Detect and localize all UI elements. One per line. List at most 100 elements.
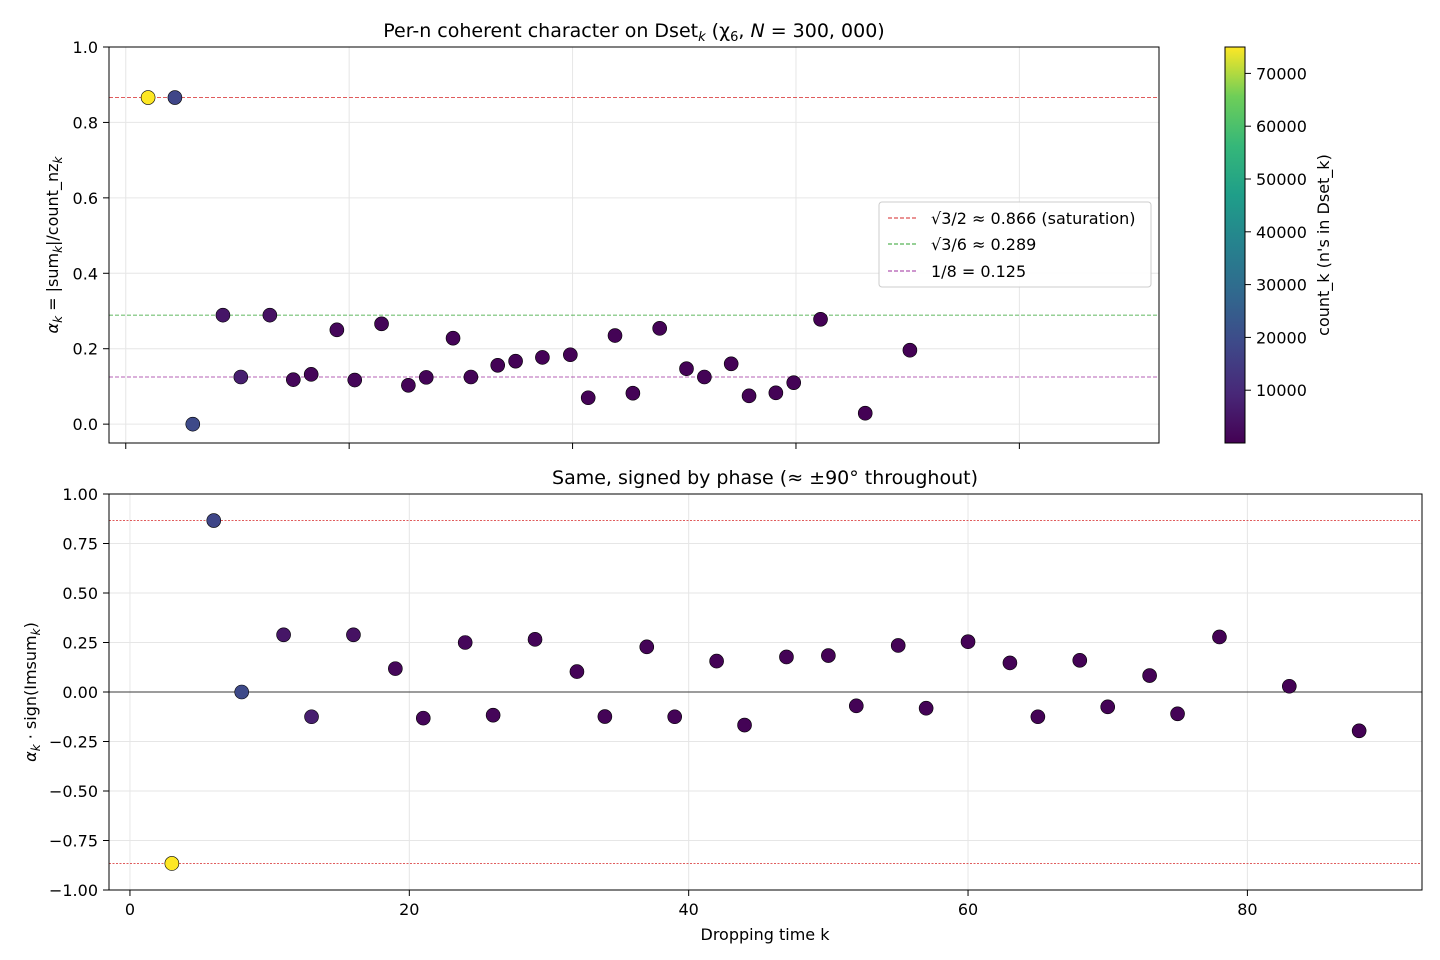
chart-bottom-data-point (569, 664, 585, 679)
chart-bottom-y-ticks: −1.00 −0.75 −0.50 −0.25 0.00 0.25 0.50 0.75 1.00 (49, 485, 109, 900)
colorbar-tick-label: 30000 (1256, 276, 1307, 295)
chart-bottom: Same, signed by phase (≈ ±90° throughout… (21, 467, 1423, 944)
chart-bottom-data-point (485, 707, 501, 723)
chart-bottom-data-point (848, 698, 864, 714)
colorbar-tick-label: 50000 (1256, 170, 1307, 189)
chart-top-y-tick-label: 0.2 (73, 340, 98, 359)
chart-top-data-point (723, 356, 739, 372)
chart-top-data-point (741, 388, 757, 404)
chart-top-data-point (902, 342, 918, 358)
colorbar-tick-label: 20000 (1256, 328, 1307, 347)
chart-top-title: Per-n coherent character on Dsetk (χ6, N… (383, 20, 884, 45)
chart-bottom-y-tick-label: 0.75 (62, 535, 98, 554)
chart-bottom-data-point (639, 639, 655, 655)
chart-top-data-point (418, 370, 434, 385)
chart-bottom-title: Same, signed by phase (≈ ±90° throughout… (552, 467, 978, 489)
chart-top-reference-lines (109, 97, 1159, 378)
chart-bottom-data-point (779, 649, 794, 665)
chart-bottom-x-tick-label: 40 (678, 900, 698, 919)
chart-top-y-ticks: 0.0 0.2 0.4 0.6 0.8 1.0 (73, 38, 109, 434)
chart-bottom-data-point (164, 856, 180, 871)
chart-top-data-point (233, 369, 249, 385)
chart-top-data-point (303, 367, 319, 382)
chart-bottom-data-point (1030, 709, 1046, 725)
chart-bottom-y-tick-label: 1.00 (62, 485, 98, 504)
chart-bottom-y-tick-label: −0.25 (49, 733, 98, 752)
chart-bottom-data-point (1072, 653, 1088, 668)
chart-bottom-data-point (527, 632, 543, 647)
chart-bottom-data-point (206, 513, 222, 528)
chart-top-data-point (374, 316, 389, 332)
chart-top: Per-n coherent character on Dsetk (χ6, N… (43, 20, 1160, 449)
chart-top-data-point (463, 369, 479, 385)
chart-bottom-y-tick-label: 0.25 (62, 634, 98, 653)
chart-top-x-ticks (125, 443, 1020, 449)
chart-top-data-point (490, 358, 506, 373)
chart-top-points (140, 90, 918, 432)
chart-bottom-data-point (1142, 668, 1157, 683)
chart-bottom-data-point (1282, 678, 1297, 694)
chart-bottom-data-point (890, 638, 906, 653)
chart-bottom-x-tick-label: 0 (125, 900, 135, 919)
chart-top-data-point (786, 375, 802, 390)
chart-top-data-point (768, 385, 784, 401)
chart-top-data-point (857, 405, 873, 421)
chart-bottom-data-point (1002, 655, 1018, 671)
chart-bottom-data-point (667, 709, 683, 725)
colorbar-tick-label: 10000 (1256, 381, 1307, 400)
colorbar-tick-label: 70000 (1256, 64, 1307, 83)
chart-bottom-x-ticks: 0 20 40 60 80 (125, 890, 1258, 919)
chart-bottom-data-point (918, 700, 934, 716)
chart-bottom-y-tick-label: −0.75 (49, 832, 98, 851)
chart-bottom-x-tick-label: 80 (1237, 900, 1257, 919)
chart-bottom-data-point (821, 648, 836, 663)
chart-bottom-data-point (1351, 723, 1367, 739)
chart-bottom-y-tick-label: 0.00 (62, 683, 98, 702)
chart-top-data-point (652, 321, 667, 336)
chart-top-data-point (167, 90, 183, 105)
chart-top-data-point (401, 377, 416, 393)
chart-bottom-data-point (709, 653, 724, 669)
legend-entry-sqrt3-6: √3/6 ≈ 0.289 (931, 235, 1036, 254)
chart-bottom-data-point (737, 717, 752, 733)
chart-bottom-data-point (457, 635, 473, 650)
chart-top-y-tick-label: 0.8 (73, 113, 98, 132)
chart-bottom-data-point (234, 684, 249, 700)
legend-box (878, 201, 1152, 288)
chart-bottom-x-tick-label: 60 (958, 900, 978, 919)
chart-bottom-y-axis-label: αk · sign(Imsumk) (21, 622, 43, 762)
chart-top-data-point (508, 353, 523, 369)
chart-top-data-point (286, 372, 301, 387)
chart-bottom-data-point (415, 710, 431, 726)
colorbar-tick-label: 60000 (1256, 117, 1307, 136)
chart-bottom-data-point (388, 661, 403, 676)
chart-top-data-point (563, 347, 578, 363)
colorbar-gradient (1224, 46, 1246, 444)
chart-bottom-data-point (1100, 699, 1116, 715)
chart-top-y-tick-label: 0.4 (73, 264, 98, 283)
chart-bottom-x-axis-label: Dropping time k (701, 925, 831, 944)
colorbar-tick-label: 40000 (1256, 223, 1307, 242)
chart-top-data-point (535, 350, 550, 365)
legend-entry-saturation: √3/2 ≈ 0.866 (saturation) (931, 209, 1135, 228)
chart-top-y-tick-label: 1.0 (73, 38, 98, 57)
chart-bottom-data-point (1170, 706, 1185, 722)
chart-top-legend: √3/2 ≈ 0.866 (saturation) √3/6 ≈ 0.289 1… (878, 201, 1152, 288)
chart-bottom-y-tick-label: 0.50 (62, 584, 98, 603)
chart-top-data-point (185, 416, 201, 432)
colorbar: 10000 20000 30000 40000 50000 60000 70000 coun… (1224, 46, 1334, 444)
chart-top-data-point (347, 372, 363, 388)
chart-top-data-point (329, 322, 345, 338)
chart-top-data-point (445, 330, 461, 346)
chart-top-data-point (697, 369, 712, 385)
chart-top-data-point (679, 361, 694, 377)
chart-bottom-data-point (1212, 629, 1227, 645)
colorbar-ticks: 10000 20000 30000 40000 50000 60000 70000 (1245, 64, 1307, 400)
chart-top-data-point (262, 307, 278, 323)
chart-bottom-data-point (597, 709, 613, 724)
chart-bottom-y-tick-label: −1.00 (49, 881, 98, 900)
chart-top-y-tick-label: 0.0 (73, 415, 98, 434)
chart-top-frame (108, 46, 1160, 444)
chart-top-data-point (813, 311, 828, 327)
